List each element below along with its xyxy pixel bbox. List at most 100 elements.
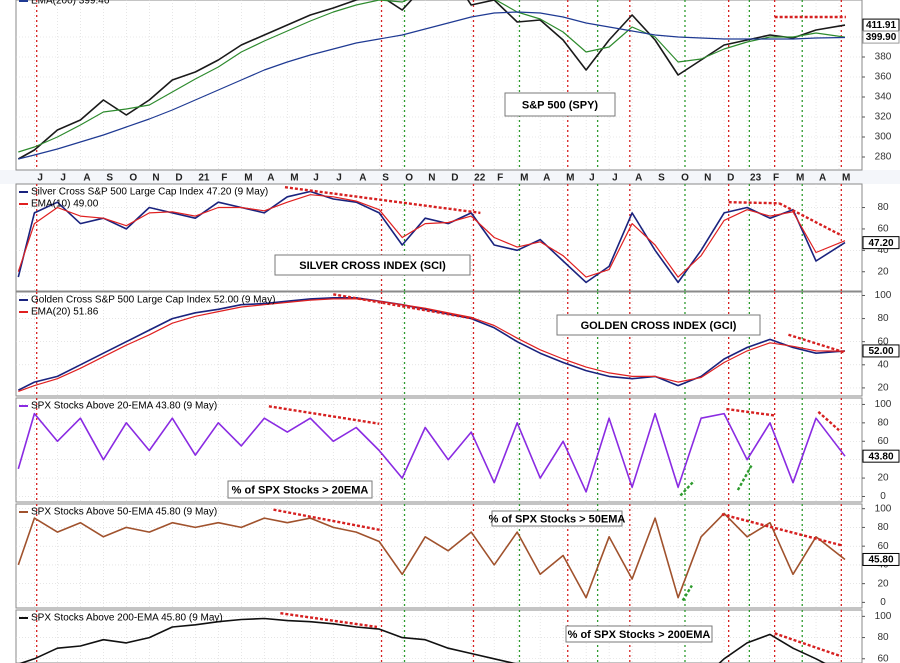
y-tick-label: 80 [877, 313, 889, 324]
x-tick-label: F [497, 173, 503, 184]
x-tick-label: M [520, 173, 528, 184]
label-box [227, 480, 373, 499]
last-value-label: 399.90 [866, 32, 897, 43]
y-tick-label: 100 [875, 503, 892, 514]
trendline [681, 584, 693, 602]
trendline [679, 480, 696, 497]
x-tick-label: A [543, 173, 550, 184]
y-tick-label: 0 [880, 491, 886, 502]
label-box-text: % of SPX Stocks > 20EMA [232, 484, 369, 496]
series-group [17, 0, 846, 160]
x-tick-label: N [704, 173, 711, 184]
panel-frame [15, 609, 863, 663]
y-tick-label: 80 [877, 632, 889, 643]
panel-frame [15, 397, 863, 503]
trendline [280, 611, 378, 629]
x-axis-band [0, 170, 900, 184]
label-box-text: % of SPX Stocks > 200EMA [568, 629, 711, 641]
legend-label: SPX Stocks Above 20-EMA 43.80 (9 May) [31, 401, 217, 412]
y-tick-label: 20 [877, 473, 889, 484]
y-tick-label: 60 [877, 541, 889, 552]
series-group [17, 508, 846, 602]
x-tick-label: M [290, 173, 298, 184]
series-line [17, 297, 846, 391]
x-tick-label: M [842, 173, 850, 184]
x-tick-label: A [635, 173, 642, 184]
x-tick-label: J [60, 173, 66, 184]
x-tick-label: O [129, 173, 137, 184]
y-tick-label: 20 [877, 266, 889, 277]
y-tick-label: 360 [875, 72, 892, 83]
label-box [491, 510, 623, 527]
series-line [17, 190, 846, 284]
series-group [19, 611, 840, 663]
trendline [721, 513, 842, 547]
legend-label: EMA(10) 49.00 [31, 199, 99, 210]
y-tick-label: 320 [875, 112, 892, 123]
series-line [17, 412, 846, 493]
last-value-label: 47.20 [868, 238, 893, 249]
trendline [728, 200, 780, 205]
y-tick-label: 280 [875, 152, 892, 163]
y-tick-label: 300 [875, 132, 892, 143]
series-line [17, 512, 846, 599]
y-tick-label: 60 [877, 224, 889, 235]
x-tick-label: F [773, 173, 779, 184]
y-tick-label: 60 [877, 336, 889, 347]
y-tick-label: 20 [877, 578, 889, 589]
series-line [17, 0, 846, 160]
y-tick-label: 40 [877, 359, 889, 370]
trendline [333, 293, 474, 320]
y-tick-label: 60 [877, 653, 889, 663]
last-value-label: 43.80 [868, 451, 893, 462]
last-value-label: 411.91 [866, 20, 896, 31]
panel-frame [15, 0, 863, 171]
panel-frame [15, 291, 863, 397]
series-line [19, 617, 826, 663]
last-value-box [862, 449, 900, 463]
series-line [18, 0, 846, 153]
y-tick-label: 340 [875, 92, 892, 103]
trendline [273, 508, 382, 532]
series-line [17, 194, 846, 278]
label-box [556, 314, 761, 336]
label-box [565, 625, 713, 643]
last-value-box [862, 552, 900, 566]
x-tick-label: N [152, 173, 159, 184]
x-tick-label: J [589, 173, 595, 184]
x-tick-label: M [244, 173, 252, 184]
last-value-box [862, 236, 900, 250]
x-tick-label: A [819, 173, 826, 184]
legend-label: Golden Cross S&P 500 Large Cap Index 52.… [31, 295, 275, 306]
x-tick-label: F [221, 173, 227, 184]
last-value-box [862, 30, 900, 44]
label-box-text: GOLDEN CROSS INDEX (GCI) [581, 320, 737, 332]
x-tick-label: 22 [474, 173, 486, 184]
x-tick-label: M [796, 173, 804, 184]
x-tick-label: A [83, 173, 90, 184]
x-tick-label: 21 [198, 173, 210, 184]
x-tick-label: J [313, 173, 319, 184]
y-tick-label: 380 [875, 52, 892, 63]
series-group [17, 293, 846, 392]
y-tick-label: 40 [877, 245, 889, 256]
last-value-label: 52.00 [868, 346, 893, 357]
last-value-box [862, 344, 900, 358]
y-tick-label: 80 [877, 417, 889, 428]
x-tick-label: O [405, 173, 413, 184]
x-tick-label: M [566, 173, 574, 184]
label-box [274, 254, 471, 276]
trendline [778, 202, 842, 237]
x-tick-label: S [658, 173, 665, 184]
y-tick-label: 100 [875, 611, 892, 622]
y-tick-label: 0 [880, 597, 886, 608]
y-tick-label: 80 [877, 522, 889, 533]
x-tick-label: S [382, 173, 389, 184]
y-tick-label: 100 [875, 290, 892, 301]
series-line [18, 11, 846, 160]
x-tick-label: S [106, 173, 113, 184]
legend-label: SPX Stocks Above 50-EMA 45.80 (9 May) [31, 507, 217, 518]
trendline [268, 405, 380, 425]
x-tick-label: A [359, 173, 366, 184]
last-value-label: 45.80 [868, 555, 893, 566]
